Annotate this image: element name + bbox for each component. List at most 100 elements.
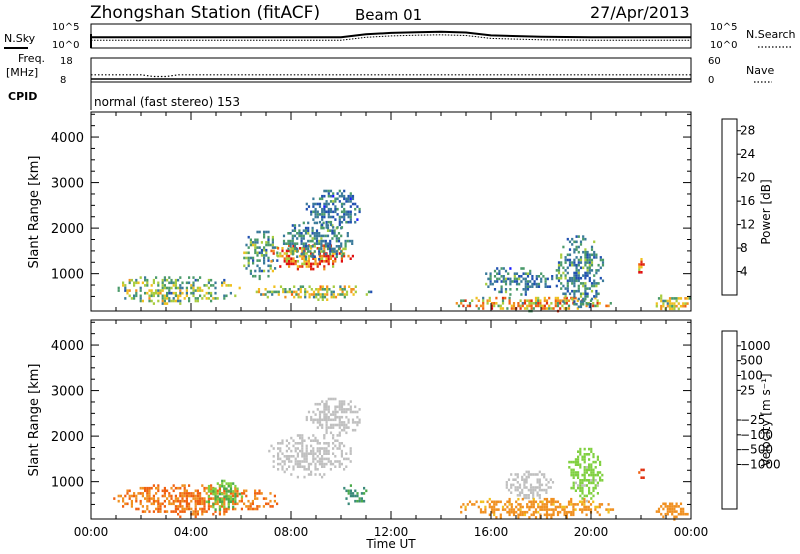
heatmap-cell [210,278,213,282]
heatmap-cell [566,284,569,288]
heatmap-cell [586,261,589,264]
heatmap-cell [163,489,166,493]
heatmap-cell [172,499,175,503]
heatmap-cell [238,286,241,290]
heatmap-cell [168,276,171,279]
heatmap-cell [518,275,521,278]
heatmap-cell [282,242,286,245]
heatmap-cell [338,194,341,198]
heatmap-cell [157,291,160,295]
heatmap-cell [598,503,601,506]
heatmap-cell [314,257,317,260]
heatmap-cell [321,457,324,461]
heatmap-cell [345,410,348,414]
heatmap-cell [312,447,315,450]
heatmap-cell [544,285,547,288]
heatmap-cell [523,510,527,514]
heatmap-cell [543,503,546,506]
heatmap-cell [498,277,501,281]
heatmap-cell [562,300,565,303]
heatmap-cell [532,473,535,476]
heatmap-cell [117,499,120,503]
heatmap-cell [593,250,596,254]
heatmap-cell [581,458,584,461]
heatmap-cell [159,289,162,292]
heatmap-cell [227,495,230,498]
heatmap-cell [214,497,217,501]
heatmap-cell [325,205,328,208]
heatmap-cell [588,305,591,309]
heatmap-cell [152,278,155,282]
heatmap-cell [330,290,333,294]
heatmap-cell [299,254,302,258]
heatmap-cell [264,288,267,291]
heatmap-cell [477,505,480,509]
heatmap-cell [296,232,299,235]
heatmap-cell [262,497,265,500]
heatmap-cell [194,278,197,282]
heatmap-cell [298,224,301,227]
heatmap-cell [318,252,321,256]
heatmap-cell [489,280,492,283]
x-axis-label: Time UT [365,537,416,551]
heatmap-cell [152,281,155,285]
heatmap-cell [532,302,535,305]
heatmap-cell [296,460,299,463]
heatmap-cell [321,462,324,466]
heatmap-cell [560,263,563,267]
heatmap-cell [305,202,308,206]
heatmap-cell [163,302,166,305]
heatmap-cell [335,237,338,240]
heatmap-cell [318,418,322,422]
heatmap-cell [329,250,332,253]
heatmap-cell [321,295,324,299]
heatmap-cell [471,299,474,302]
heatmap-cell [688,297,691,300]
heatmap-cell [495,296,498,300]
heatmap-cell [234,484,237,488]
heatmap-cell [595,295,598,298]
heatmap-cell [349,492,352,495]
heatmap-cell [563,508,566,511]
heatmap-cell [510,304,513,308]
heatmap-cell [323,447,326,450]
heatmap-cell [166,286,169,290]
heatmap-cell [520,293,523,296]
heatmap-cell [321,460,324,463]
heatmap-cell [489,277,492,281]
heatmap-cell [150,486,153,490]
heatmap-cell [660,294,663,298]
heatmap-cell [201,499,204,503]
heatmap-cell [530,500,533,504]
heatmap-cell [523,481,526,484]
heatmap-cell [347,457,350,461]
heatmap-cell [502,280,505,283]
heatmap-cell [533,280,536,283]
heatmap-cell [325,431,328,435]
heatmap-cell [170,286,173,290]
heatmap-cell [512,483,515,487]
heatmap-cell [310,418,313,422]
heatmap-cell [314,260,317,263]
heatmap-cell [534,516,538,519]
heatmap-cell [351,194,355,198]
heatmap-cell [155,492,158,495]
heatmap-cell [331,250,334,253]
heatmap-cell [657,297,661,300]
heatmap-cell [490,304,494,308]
heatmap-cell [593,279,596,283]
heatmap-cell [254,274,257,278]
heatmap-cell [343,400,346,403]
heatmap-cell [488,503,491,506]
heatmap-cell [163,278,166,282]
heatmap-cell [540,280,543,283]
heatmap-cell [252,256,255,260]
heatmap-cell [363,486,366,490]
heatmap-cell [348,239,352,243]
heatmap-cell [223,505,226,509]
heatmap-cell [349,200,352,203]
heatmap-cell [225,482,228,485]
heatmap-cell [124,494,127,498]
heatmap-cell [221,284,224,287]
heatmap-cell [585,494,588,498]
